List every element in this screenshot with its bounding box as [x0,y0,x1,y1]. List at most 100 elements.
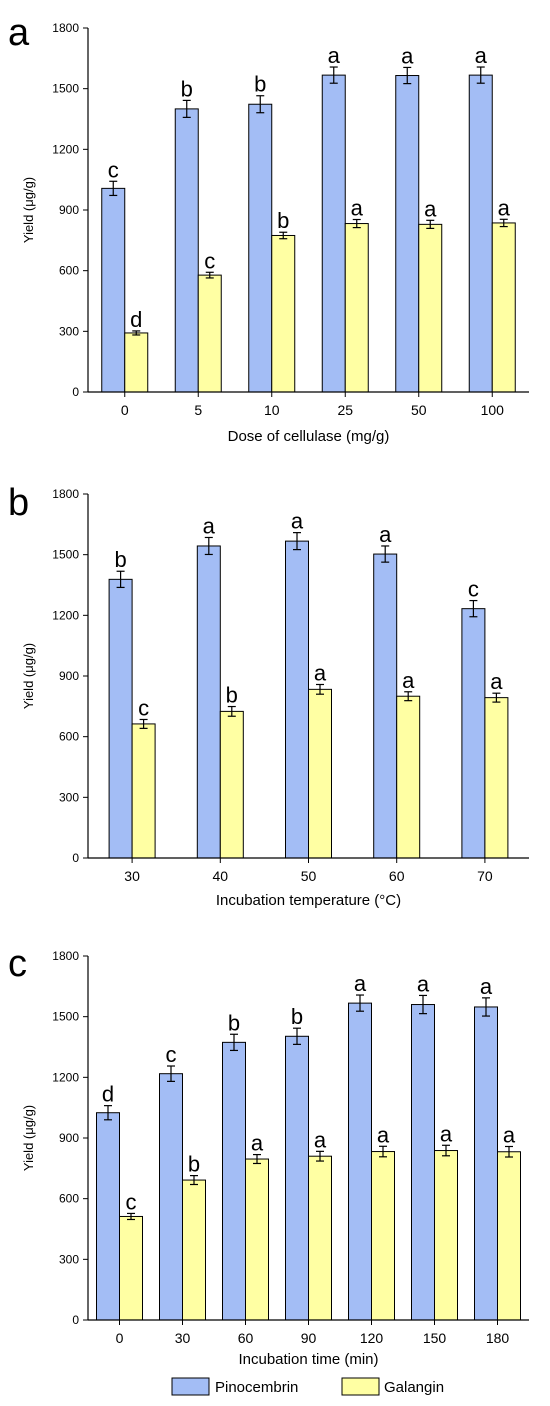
significance-letter: a [475,43,488,68]
bar-galangin [197,274,222,393]
significance-letter: c [204,248,215,273]
y-tick-label: 300 [59,790,79,804]
bar-galangin [484,697,509,859]
significance-letter: a [251,1131,264,1156]
bar-galangin [434,1150,458,1321]
significance-letter: a [401,43,414,68]
bar-pinocembrin [101,187,126,393]
series-galangin: d c b a a a [124,195,516,393]
x-tick-label: 5 [194,402,202,418]
x-tick-label: 180 [486,1330,510,1346]
significance-letter: a [314,660,327,685]
x-tick-label: 30 [175,1330,191,1346]
significance-letter: d [130,307,142,332]
x-axis-title: Incubation time (min) [238,1351,378,1368]
y-tick-label: 1800 [52,21,79,35]
significance-letter: a [503,1122,516,1147]
significance-letter: a [498,195,511,220]
x-tick-label: 50 [301,868,317,884]
x-axis-title: Dose of cellulase (mg/g) [228,428,390,445]
x-tick-label: 60 [238,1330,254,1346]
significance-letter: a [402,668,415,693]
bar-galangin [219,710,244,859]
legend-swatch-galangin [341,1377,380,1396]
legend-item-pinocembrin: Pinocembrin [171,1377,298,1396]
x-tick-label: 120 [360,1330,384,1346]
bar-pinocembrin [461,608,486,859]
significance-letter: a [424,196,437,221]
bar-pinocembrin [395,75,420,393]
chart-panel-b: b b a a a c c b a a a 0 300 600 900 1200 1500 1800 30 40 50 6… [8,482,529,909]
y-tick-label: 900 [59,203,79,217]
significance-letter: a [379,522,392,547]
y-tick-label: 600 [59,1192,79,1206]
y-tick-label: 300 [59,324,79,338]
legend-item-galangin: Galangin [341,1377,444,1396]
significance-letter: b [254,72,266,97]
series-pinocembrin: d c b b a a a [96,971,498,1321]
bar-pinocembrin [321,74,346,393]
panel-label: c [8,943,27,985]
significance-letter: a [203,513,216,538]
x-axis-title: Incubation temperature (°C) [216,892,401,909]
x-tick-label: 150 [423,1330,447,1346]
significance-letter: b [188,1152,200,1177]
y-tick-label: 300 [59,1252,79,1266]
bar-galangin [131,723,156,859]
series-pinocembrin: b a a a c [108,509,486,859]
significance-letter: a [351,196,364,221]
y-tick-label: 1500 [52,82,79,96]
x-tick-label: 10 [264,402,280,418]
significance-letter: a [490,669,503,694]
panel-label: b [8,482,29,524]
bar-pinocembrin [222,1041,246,1321]
x-tick-label: 25 [337,402,353,418]
significance-letter: a [377,1122,390,1147]
bar-pinocembrin [96,1112,120,1321]
y-tick-label: 900 [59,669,79,683]
significance-letter: d [102,1082,114,1107]
significance-letter: c [468,577,479,602]
x-tick-label: 40 [213,868,229,884]
significance-letter: c [138,695,149,720]
significance-letter: b [228,1010,240,1035]
bar-pinocembrin [468,74,493,393]
significance-letter: a [354,971,367,996]
y-tick-label: 600 [59,730,79,744]
legend-label: Pinocembrin [215,1379,298,1396]
x-tick-label: 60 [389,868,405,884]
x-tick-label: 90 [301,1330,317,1346]
y-tick-label: 600 [59,264,79,278]
panel-label: a [8,12,30,54]
bar-galangin [124,332,149,393]
bar-galangin [271,234,296,393]
bar-galangin [308,1155,332,1321]
bar-pinocembrin [174,108,199,393]
bar-pinocembrin [373,553,398,859]
significance-letter: a [328,43,341,68]
bar-galangin [371,1151,395,1321]
significance-letter: a [291,509,304,534]
significance-letter: b [277,208,289,233]
y-tick-label: 1500 [52,1010,79,1024]
significance-letter: b [114,547,126,572]
y-tick-label: 1800 [52,487,79,501]
bar-galangin [418,223,443,393]
y-tick-label: 0 [72,851,79,865]
y-axis-title: Yield (μg/g) [21,1105,36,1171]
bar-pinocembrin [474,1006,498,1321]
bar-galangin [119,1215,143,1321]
bar-galangin [491,222,516,393]
bar-pinocembrin [196,545,221,859]
x-tick-label: 70 [477,868,493,884]
x-tick-label: 30 [124,868,140,884]
significance-letter: a [440,1121,453,1146]
bar-pinocembrin [159,1073,183,1321]
y-tick-label: 0 [72,385,79,399]
bar-pinocembrin [411,1004,435,1321]
significance-letter: c [166,1042,177,1067]
bar-pinocembrin [108,578,133,859]
y-tick-label: 1800 [52,949,79,963]
